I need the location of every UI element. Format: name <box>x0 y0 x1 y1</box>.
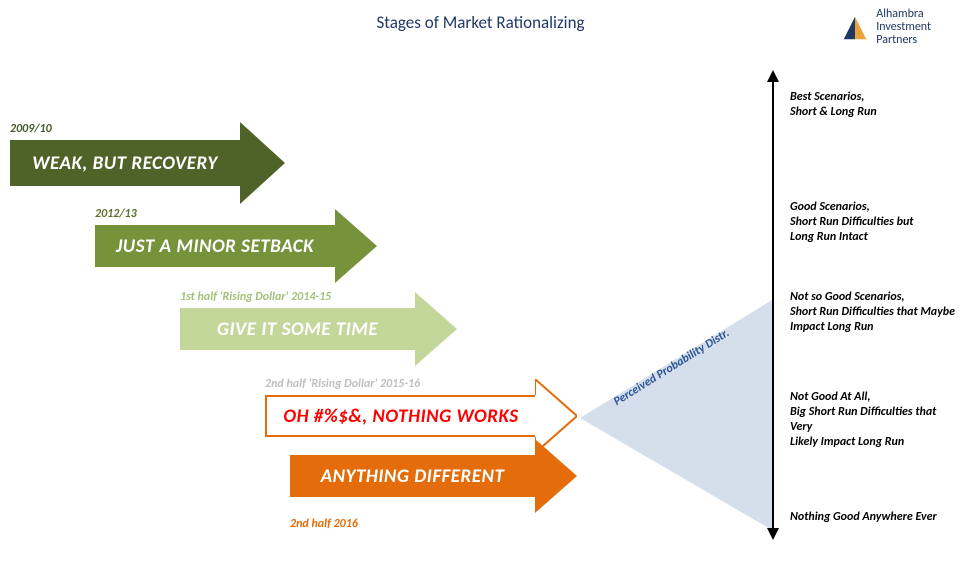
company-logo: Alhambra Investment Partners <box>840 8 931 48</box>
stage-arrow-1: 2009/10WEAK, BUT RECOVERY <box>10 140 285 186</box>
stage-caption: 2009/10 <box>10 122 52 136</box>
probability-axis <box>772 80 774 530</box>
stage-arrow-5: ANYTHING DIFFERENT2nd half 2016 <box>290 455 577 497</box>
stage-caption-below: 2nd half 2016 <box>290 517 358 531</box>
stage-caption: 2012/13 <box>95 207 137 221</box>
stage-caption: 2nd half 'Rising Dollar' 2015-16 <box>265 377 420 391</box>
scenario-label-4: Not Good At All,Big Short Run Difficulti… <box>790 390 961 450</box>
arrow-shape: ANYTHING DIFFERENT <box>290 455 577 497</box>
arrow-head-icon <box>240 122 285 204</box>
arrow-shape: GIVE IT SOME TIME <box>180 308 457 350</box>
scenario-label-5: Nothing Good Anywhere Ever <box>790 510 937 525</box>
scenario-label-3: Not so Good Scenarios,Short Run Difficul… <box>790 290 955 335</box>
stage-label: GIVE IT SOME TIME <box>180 308 415 350</box>
cone-label: Perceived Probability Distr. <box>611 326 732 409</box>
scenario-label-1: Best Scenarios,Short & Long Run <box>790 90 877 120</box>
arrow-shape: JUST A MINOR SETBACK <box>95 225 377 267</box>
arrow-head-icon <box>415 292 457 366</box>
stage-label: WEAK, BUT RECOVERY <box>10 140 240 186</box>
stage-label: ANYTHING DIFFERENT <box>290 455 535 497</box>
chart-title: Stages of Market Rationalizing <box>376 12 584 33</box>
logo-text: Alhambra Investment Partners <box>876 8 931 48</box>
arrow-shape: WEAK, BUT RECOVERY <box>10 140 285 186</box>
stage-label: JUST A MINOR SETBACK <box>95 225 335 267</box>
scenario-label-2: Good Scenarios,Short Run Difficulties bu… <box>790 200 913 245</box>
axis-arrow-down-icon <box>767 528 779 540</box>
axis-arrow-up-icon <box>767 70 779 82</box>
arrow-head-icon <box>535 439 577 513</box>
stage-arrow-2: 2012/13JUST A MINOR SETBACK <box>95 225 377 267</box>
arrow-shape: OH #%$&, NOTHING WORKS <box>265 395 577 437</box>
stage-arrow-4: 2nd half 'Rising Dollar' 2015-16OH #%$&,… <box>265 395 577 437</box>
stage-arrow-3: 1st half 'Rising Dollar' 2014-15GIVE IT … <box>180 308 457 350</box>
logo-line3: Partners <box>876 34 931 47</box>
arrow-head-icon <box>335 209 377 283</box>
stage-label: OH #%$&, NOTHING WORKS <box>265 395 535 437</box>
logo-icon <box>840 13 870 43</box>
stage-caption: 1st half 'Rising Dollar' 2014-15 <box>180 290 331 304</box>
